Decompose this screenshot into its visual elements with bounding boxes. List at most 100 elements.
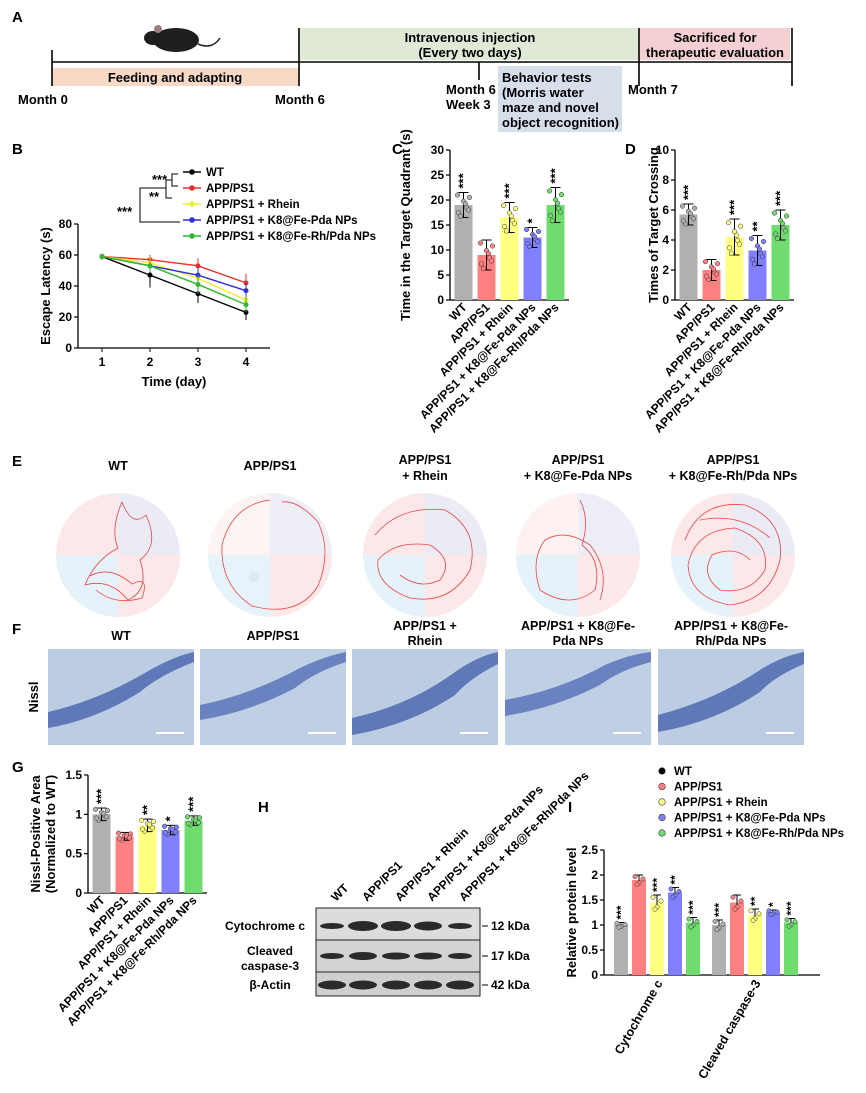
g-bar-3-dot-0 — [161, 823, 168, 829]
maze-wt — [56, 493, 180, 617]
i-legend-marker-0 — [658, 767, 666, 775]
g-bar-1 — [115, 836, 134, 893]
i-dot-1-3-0 — [766, 908, 772, 914]
i-sig-0-0: *** — [614, 905, 628, 919]
i-dot-1-4-0 — [784, 917, 790, 923]
c-y-tick-label-0: 0 — [437, 293, 444, 307]
d-bar-3-dot-5 — [749, 256, 756, 263]
g-y-tick-label-0: 0 — [75, 886, 82, 900]
i-dot-0-4-3 — [688, 924, 694, 930]
i-dot-0-1-0 — [632, 874, 638, 879]
protein-level-legend: WT APP/PS1 APP/PS1 + Rhein APP/PS1 + K8@Fe-… — [658, 766, 844, 840]
d-y-tick-label-2: 4 — [662, 233, 669, 247]
c-bar-2 — [500, 217, 519, 300]
i-dot-0-3-0 — [668, 886, 674, 892]
c-bar-4-dot-0 — [546, 188, 553, 194]
f-title-4-1: Rh/Pda NPs — [696, 634, 767, 648]
d-bar-1-dot-4 — [714, 261, 721, 267]
panel-label-f: F — [12, 621, 21, 638]
i-legend-label-4: APP/PS1 + K8@Fe-Rh/Pda NPs — [674, 828, 844, 840]
i-dot-0-2-3 — [652, 906, 658, 912]
c-bar-4-dot-5 — [547, 212, 554, 219]
nissl-image-fe-pda — [505, 649, 651, 745]
c-y-label: Time in the Target Quadrant (s) — [398, 129, 413, 321]
g-bar-0-dot-4 — [104, 808, 111, 814]
i-legend-label-1: APP/PS1 — [674, 782, 723, 794]
e-title-4-1: + K8@Fe-Rh/Pda NPs — [669, 469, 798, 483]
injection-label-1: Intravenous injection — [405, 30, 536, 45]
b-x-tick-label-0: 1 — [99, 355, 106, 369]
i-dot-1-4-3 — [786, 923, 792, 929]
i-legend-label-0: WT — [674, 766, 692, 778]
i-bar-1-4 — [784, 922, 798, 975]
behavior-line-4: object recognition) — [502, 115, 619, 130]
maze-app-ps1 — [208, 493, 332, 617]
d-bar-3-dot-4 — [760, 238, 767, 245]
d-sig-4: *** — [773, 190, 788, 206]
g-bar-2-dot-7 — [149, 825, 156, 831]
g-sig-2: ** — [140, 804, 155, 815]
i-dot-1-1-3 — [732, 906, 738, 912]
f-title-4-0: APP/PS1 + K8@Fe- — [674, 619, 788, 633]
e-title-2-1: + Rhein — [402, 469, 448, 483]
c-y-tick-label-1: 5 — [437, 268, 444, 282]
d-sig-2: *** — [727, 199, 742, 215]
g-bar-1-dot-0 — [115, 830, 122, 836]
i-dot-0-0-2 — [622, 922, 628, 927]
c-bar-2-dot-5 — [501, 223, 508, 230]
blot-row-cytochrome-c: Cytochrome c — [225, 919, 305, 933]
d-bar-4-dot-4 — [783, 213, 790, 219]
kda-17: 17 kDa — [491, 949, 530, 963]
e-title-4-0: APP/PS1 — [707, 453, 760, 467]
month-6-label: Month 6 — [275, 92, 325, 107]
i-legend-marker-3 — [658, 813, 666, 822]
f-title-0-0: WT — [111, 629, 131, 643]
g-bar-3 — [161, 830, 180, 893]
maze-rhein — [363, 493, 487, 617]
e-title-1-0: APP/PS1 — [244, 459, 297, 473]
d-bar-0-dot-0 — [679, 203, 686, 209]
d-bar-2-dot-4 — [737, 223, 744, 229]
kda-12: 12 kDa — [491, 919, 530, 933]
feeding-bar — [52, 68, 299, 86]
c-bar-3-dot-5 — [524, 240, 531, 247]
panel-label-c: C — [392, 141, 403, 158]
g-y-tick-label-2: 1 — [75, 807, 82, 821]
i-y-tick-label-0: 0 — [591, 968, 598, 982]
f-title-3-1: Pda NPs — [553, 634, 604, 648]
d-bar-0-dot-7 — [690, 216, 697, 222]
b-x-tick-label-1: 2 — [147, 355, 154, 369]
blot-lane-label-0: WT — [328, 881, 352, 905]
i-x-label-1: Cleaved caspase-3 — [696, 977, 764, 1081]
i-dot-0-2-0 — [650, 894, 656, 900]
panel-b: B 0 20 40 60 80 1 2 3 4 Time (day) Escape Latency … — [12, 141, 376, 389]
d-bar-0-dot-6 — [687, 210, 694, 216]
month-6-week-3-label-1: Month 6 — [446, 82, 496, 97]
c-y-tick-label-3: 15 — [431, 218, 445, 232]
e-title-3-0: APP/PS1 — [552, 453, 605, 467]
b-legend-marker-0 — [189, 169, 195, 175]
nissl-image-rhein — [352, 649, 498, 745]
c-sig-0: *** — [456, 172, 471, 188]
maze-fe-rh-pda — [671, 493, 795, 617]
b-y-tick-label-4: 80 — [59, 217, 73, 231]
g-y-label-0: Nissl-Positive Area — [28, 775, 43, 893]
c-bar-0 — [454, 205, 473, 300]
i-legend-label-2: APP/PS1 + Rhein — [674, 797, 768, 809]
i-y-tick-label-1: 0.5 — [581, 943, 598, 957]
g-bar-1-dot-5 — [116, 836, 123, 842]
b-y-tick-label-0: 0 — [65, 341, 72, 355]
blot-row-beta-actin: β-Actin — [249, 978, 290, 992]
i-dot-1-0-2 — [720, 921, 726, 927]
c-bar-3-dot-6 — [531, 233, 538, 240]
d-bar-2-dot-0 — [725, 220, 732, 226]
i-sig-1-0: *** — [712, 903, 726, 917]
i-dot-1-3-3 — [768, 912, 774, 918]
f-title-2-0: APP/PS1 + — [393, 619, 457, 633]
c-y-tick-label-6: 30 — [431, 143, 445, 157]
nissl-image-app-ps1 — [200, 649, 346, 745]
c-sig-4: *** — [548, 167, 563, 183]
i-bar-0-2 — [650, 902, 664, 975]
c-bar-1-dot-1 — [480, 265, 487, 272]
